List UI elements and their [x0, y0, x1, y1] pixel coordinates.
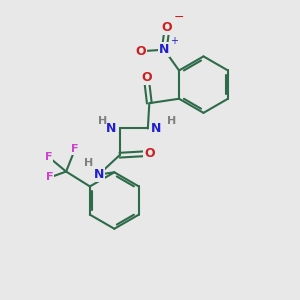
Text: N: N — [94, 168, 104, 181]
Text: H: H — [167, 116, 176, 126]
Text: N: N — [151, 122, 161, 135]
Text: H: H — [84, 158, 93, 168]
Text: N: N — [159, 43, 169, 56]
Text: N: N — [106, 122, 116, 135]
Text: F: F — [44, 152, 52, 162]
Text: −: − — [174, 11, 184, 24]
Text: F: F — [71, 144, 79, 154]
Text: O: O — [144, 147, 154, 160]
Text: O: O — [135, 45, 146, 58]
Text: +: + — [170, 36, 178, 46]
Text: O: O — [141, 71, 152, 84]
Text: O: O — [162, 21, 172, 34]
Text: F: F — [46, 172, 53, 182]
Text: H: H — [98, 116, 107, 126]
